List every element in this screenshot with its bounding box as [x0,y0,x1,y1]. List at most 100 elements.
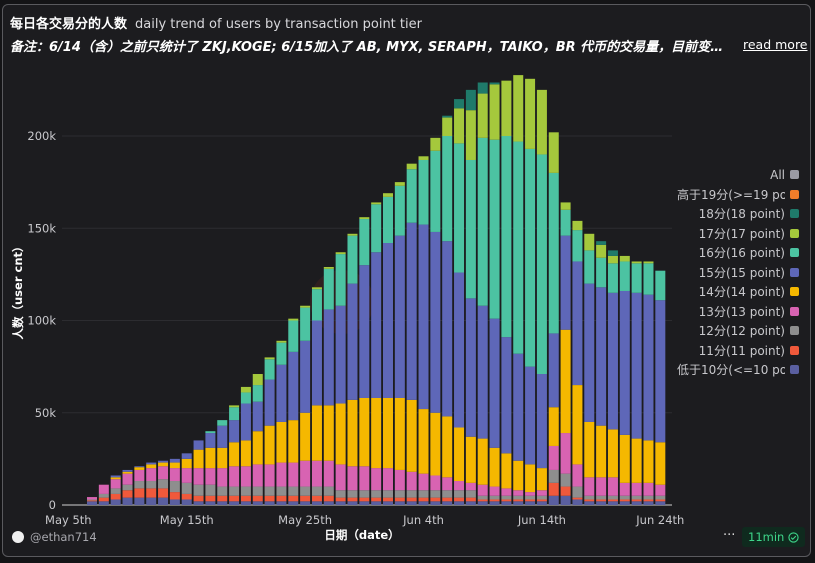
bar-segment[interactable] [643,294,654,441]
bar-segment[interactable] [489,486,500,496]
bar-segment[interactable] [572,499,583,505]
bar-segment[interactable] [418,409,429,474]
bar-segment[interactable] [489,501,500,505]
bar-segment[interactable] [454,497,465,502]
bar-segment[interactable] [584,477,595,496]
bar-segment[interactable] [560,433,571,474]
bar-segment[interactable] [323,501,334,505]
bar-segment[interactable] [240,466,251,487]
bar-segment[interactable] [406,497,417,502]
bar-stack[interactable] [193,440,204,505]
bar-segment[interactable] [489,318,500,448]
bar-segment[interactable] [394,397,405,470]
bar-segment[interactable] [311,320,322,406]
bar-segment[interactable] [525,148,536,367]
bar-segment[interactable] [158,497,169,505]
bar-stack[interactable] [442,115,453,505]
bar-segment[interactable] [536,490,547,496]
bar-segment[interactable] [560,202,571,210]
bar-stack[interactable] [359,217,370,505]
bar-segment[interactable] [217,468,228,487]
bar-segment[interactable] [335,501,346,505]
bar-segment[interactable] [311,405,322,461]
legend-item[interactable]: 18分(18 point) [677,204,799,224]
bar-segment[interactable] [264,379,275,426]
bar-segment[interactable] [525,495,536,500]
bar-segment[interactable] [477,501,488,505]
bar-segment[interactable] [442,501,453,505]
bar-segment[interactable] [418,501,429,505]
bar-segment[interactable] [193,449,204,469]
bar-segment[interactable] [454,490,465,498]
bar-segment[interactable] [110,477,121,480]
author-handle[interactable]: @ethan714 [30,530,97,544]
bar-segment[interactable] [631,482,642,496]
bar-segment[interactable] [252,374,263,386]
bar-segment[interactable] [252,431,263,465]
bar-segment[interactable] [560,486,571,496]
bar-segment[interactable] [98,493,109,498]
bar-stack[interactable] [655,270,666,505]
bar-segment[interactable] [335,254,346,306]
bar-segment[interactable] [146,497,157,505]
bar-segment[interactable] [406,163,417,170]
bar-segment[interactable] [264,501,275,505]
bar-segment[interactable] [454,143,465,273]
bar-segment[interactable] [371,468,382,491]
bar-segment[interactable] [240,403,251,441]
bar-segment[interactable] [596,287,607,426]
bar-segment[interactable] [359,219,370,266]
bar-segment[interactable] [217,425,228,448]
bar-segment[interactable] [513,490,524,496]
bar-segment[interactable] [252,401,263,432]
bar-stack[interactable] [513,75,524,505]
bar-segment[interactable] [572,486,583,498]
bar-segment[interactable] [193,484,204,496]
bar-segment[interactable] [193,495,204,502]
bar-segment[interactable] [572,385,583,465]
bar-segment[interactable] [383,490,393,498]
bar-segment[interactable] [442,117,453,136]
bar-segment[interactable] [525,501,536,505]
bar-segment[interactable] [477,495,488,500]
bar-segment[interactable] [169,481,180,493]
bar-segment[interactable] [240,501,251,505]
bar-segment[interactable] [465,490,476,498]
legend-item[interactable]: 高于19分(>=19 point) [677,185,799,205]
bar-segment[interactable] [252,464,263,487]
bar-segment[interactable] [264,425,275,465]
bar-segment[interactable] [489,139,500,319]
bar-segment[interactable] [359,217,370,220]
bar-segment[interactable] [465,436,476,483]
bar-segment[interactable] [311,289,322,321]
legend-item[interactable]: 15分(15 point) [677,263,799,283]
bar-segment[interactable] [146,462,157,465]
bar-segment[interactable] [477,137,488,306]
bar-stack[interactable] [347,233,358,505]
bar-segment[interactable] [87,501,97,505]
legend-item[interactable]: All [677,165,799,185]
bar-segment[interactable] [146,488,157,498]
bar-segment[interactable] [501,80,512,136]
bar-segment[interactable] [217,501,228,505]
bar-segment[interactable] [110,499,121,505]
bar-segment[interactable] [489,499,500,502]
bar-segment[interactable] [276,501,287,505]
bar-segment[interactable] [229,466,240,487]
bar-segment[interactable] [607,250,618,256]
bar-stack[interactable] [276,340,287,505]
bar-segment[interactable] [276,364,287,422]
bar-segment[interactable] [252,501,263,505]
bar-stack[interactable] [169,458,180,505]
bar-segment[interactable] [300,307,311,341]
read-more-link[interactable]: read more [743,37,808,52]
bar-stack[interactable] [311,287,322,505]
refresh-badge[interactable]: 11min [742,527,806,547]
bar-segment[interactable] [596,241,607,245]
bar-segment[interactable] [513,353,524,461]
bar-segment[interactable] [205,501,216,505]
bar-segment[interactable] [430,490,441,498]
bar-segment[interactable] [229,501,240,505]
bar-segment[interactable] [205,447,216,469]
bar-segment[interactable] [477,499,488,502]
